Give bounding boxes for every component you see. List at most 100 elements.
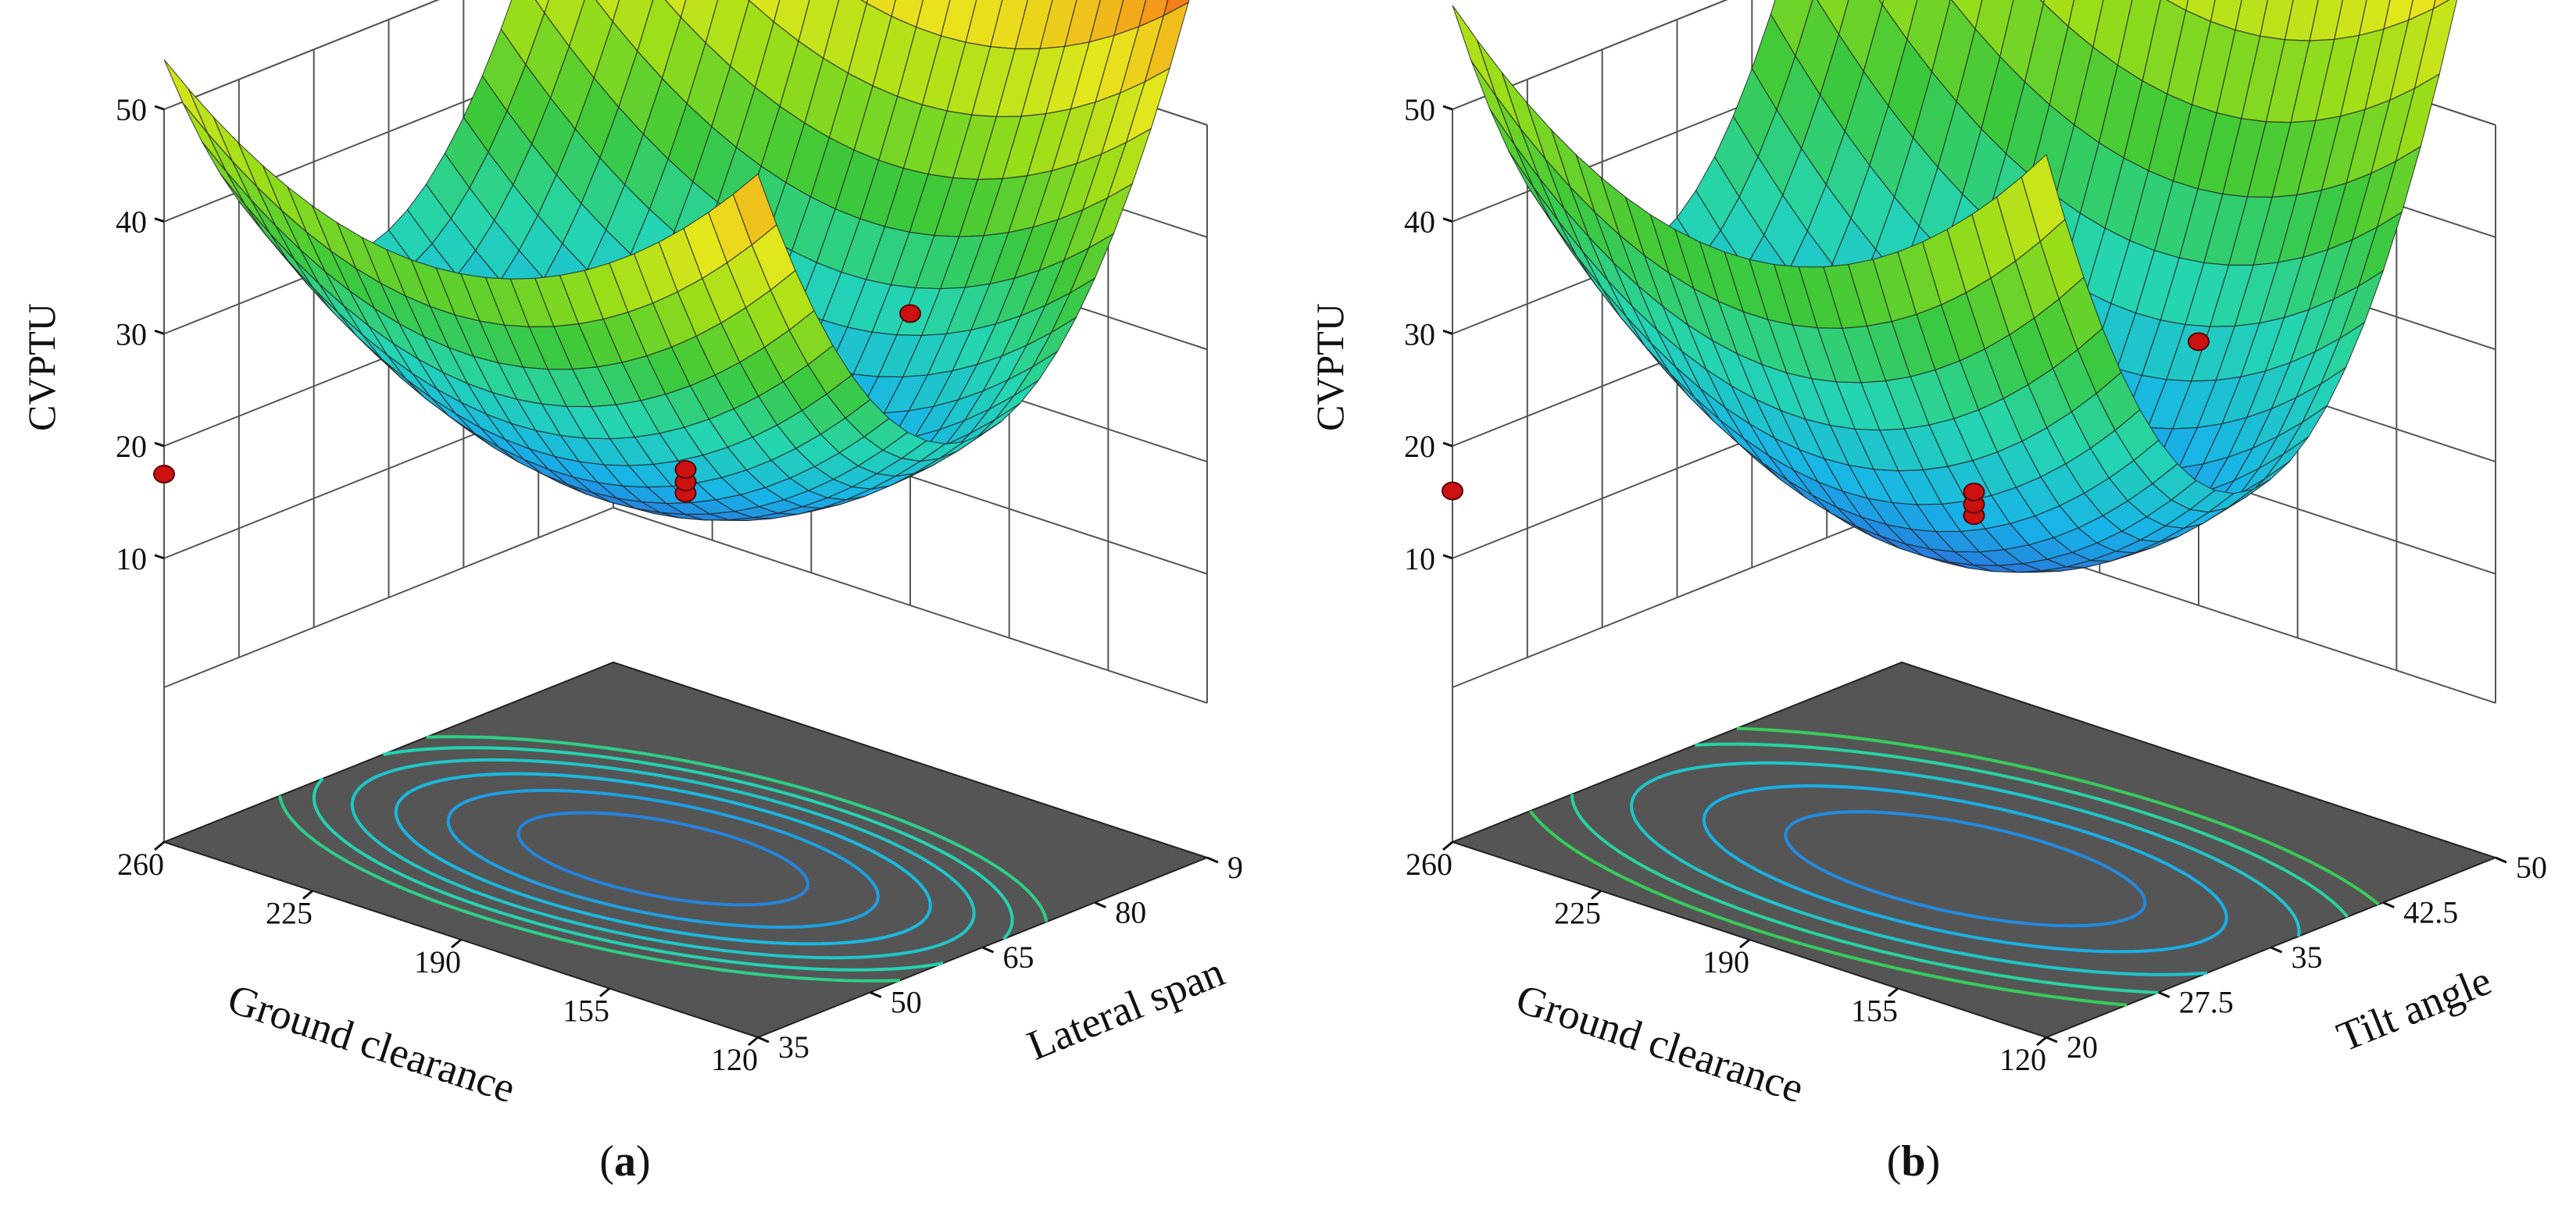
chart-a-y-tick-label: 35 xyxy=(778,1029,809,1065)
chart-a-x-axis-label: Ground clearance xyxy=(223,975,521,1111)
chart-b-x-tick-label: 120 xyxy=(1999,1042,2046,1077)
chart-b-y-tick-mark xyxy=(2382,901,2395,908)
chart-b-x-tick-mark xyxy=(2036,1036,2047,1047)
chart-b-y-tick-mark xyxy=(2270,946,2283,954)
chart-a-surface xyxy=(163,0,1190,521)
chart-b-z-tick-label: 10 xyxy=(1404,541,1435,576)
chart-b-y-tick-mark xyxy=(2158,991,2170,998)
chart-a-design-points xyxy=(153,304,921,503)
chart-a-floor-plane xyxy=(162,661,1209,1039)
chart-b-y-tick-label: 35 xyxy=(2292,940,2323,975)
chart-a-svg: 10 20 30 40 50 260 225 190 155 120 35 50 65 80 9 CVPTU… xyxy=(20,0,1243,1186)
chart-b-design-point xyxy=(1442,481,1463,501)
chart-a-z-tick-label: 20 xyxy=(116,429,147,464)
chart-b-floor xyxy=(1450,661,2498,1039)
chart-b-x-axis-label: Ground clearance xyxy=(1511,975,1810,1111)
chart-b-z-tick-label: 40 xyxy=(1404,205,1435,240)
chart-b-x-tick-label: 225 xyxy=(1554,896,1601,931)
chart-b-z-tick-mark xyxy=(1442,105,1453,111)
chart-b-y-tick-label: 27.5 xyxy=(2179,985,2234,1020)
chart-a-contour-line xyxy=(446,788,880,929)
chart-b-design-point xyxy=(2188,332,2210,351)
chart-a-contour-line xyxy=(278,735,1049,983)
chart-a-y-tick-mark xyxy=(1094,901,1106,908)
chart-a-x-tick-label: 120 xyxy=(711,1042,758,1077)
chart-a-contour-line xyxy=(394,772,932,946)
chart-b-contour-line xyxy=(1702,784,2228,954)
chart-a-x-tick-mark xyxy=(599,987,610,997)
chart-b-y-tick-mark xyxy=(2495,856,2507,864)
chart-a-contour-line xyxy=(516,811,810,907)
chart-b-z-tick-mark xyxy=(1442,441,1453,448)
chart-a-z-tick-label: 40 xyxy=(116,205,147,240)
chart-b-x-tick-mark xyxy=(1442,840,1453,851)
chart-b-design-points xyxy=(1442,332,2210,526)
chart-a-x-tick-label: 260 xyxy=(117,847,164,882)
chart-a-y-tick-label: 50 xyxy=(891,985,922,1020)
chart-b-x-tick-label: 155 xyxy=(1851,994,1898,1029)
chart-b-floor-plane xyxy=(1450,661,2498,1039)
chart-b-ticks: 10 20 30 40 50 260 225 190 155 120 20 27.5 35 42.5 50 xyxy=(1404,92,2547,1077)
chart-b-y-tick-label: 42.5 xyxy=(2403,895,2458,930)
chart-b-x-tick-mark xyxy=(1739,938,1750,949)
chart-a-ticks: 10 20 30 40 50 260 225 190 155 120 35 50 65 80 9 xyxy=(116,92,1243,1077)
chart-a-y-tick-label: 9 xyxy=(1227,850,1243,885)
chart-b-panel-label: (b) xyxy=(1887,1137,1940,1186)
chart-b-z-tick-mark xyxy=(1442,217,1453,223)
chart-b-surface-cell xyxy=(2432,0,2450,10)
chart-a-contours xyxy=(278,735,1049,983)
chart-a-z-tick-label: 50 xyxy=(116,92,147,127)
chart-panel-b: 10 20 30 40 50 260 225 190 155 120 20 27.5 35 42.5 50 … xyxy=(1288,0,2576,1202)
chart-a-y-axis-label: Lateral span xyxy=(1021,948,1231,1069)
chart-b-y-axis-label: Tilt angle xyxy=(2331,957,2498,1061)
chart-a-y-tick-mark xyxy=(870,991,882,998)
chart-a-x-tick-mark xyxy=(451,938,462,949)
chart-b-z-tick-label: 30 xyxy=(1404,316,1435,351)
chart-a-x-tick-mark xyxy=(154,840,165,851)
chart-a-z-tick-label: 10 xyxy=(116,541,147,576)
chart-a-x-tick-label: 225 xyxy=(266,896,313,931)
chart-a-z-tick-mark xyxy=(154,441,165,448)
chart-a-wall-base xyxy=(163,506,1208,704)
chart-b-contour-line xyxy=(1528,726,2380,1007)
chart-a-z-tick-mark xyxy=(154,105,165,111)
chart-a-x-tick-mark xyxy=(302,890,313,900)
chart-a-x-tick-mark xyxy=(748,1036,759,1047)
chart-a-floor xyxy=(162,661,1209,1039)
chart-b-x-tick-mark xyxy=(1888,987,1899,997)
chart-b-design-point xyxy=(1963,482,1985,501)
chart-a-design-point xyxy=(899,304,921,323)
chart-b-z-axis-label: CVPTU xyxy=(1308,303,1352,431)
chart-a-y-tick-mark xyxy=(757,1036,770,1044)
chart-b-x-tick-label: 260 xyxy=(1406,847,1452,882)
chart-b-surface-cell xyxy=(2020,153,2066,243)
chart-a-surface-cell xyxy=(163,59,209,134)
chart-a-design-point xyxy=(153,464,175,483)
chart-b-y-tick-mark xyxy=(2045,1036,2058,1044)
chart-a-z-tick-mark xyxy=(154,554,165,560)
chart-a-y-tick-label: 80 xyxy=(1115,895,1146,930)
chart-b-contour-line xyxy=(1630,761,2301,976)
chart-b-z-tick-label: 50 xyxy=(1404,92,1435,127)
chart-a-z-tick-mark xyxy=(154,217,165,223)
chart-a-y-tick-mark xyxy=(1206,856,1219,864)
chart-a-z-tick-label: 30 xyxy=(116,316,147,351)
chart-b-contour-line xyxy=(1570,742,2349,994)
chart-b-z-tick-mark xyxy=(1442,554,1453,560)
chart-a-y-tick-label: 65 xyxy=(1003,940,1034,975)
chart-b-z-tick-label: 20 xyxy=(1404,429,1435,464)
chart-b-x-tick-mark xyxy=(1591,890,1602,900)
chart-a-surface-cell xyxy=(732,173,777,246)
chart-b-y-tick-label: 50 xyxy=(2516,850,2547,885)
chart-b-z-tick-mark xyxy=(1442,329,1453,335)
chart-b-contours xyxy=(1528,726,2380,1007)
chart-a-z-axis-label: CVPTU xyxy=(20,303,63,431)
chart-panel-a: 10 20 30 40 50 260 225 190 155 120 35 50 65 80 9 CVPTU… xyxy=(0,0,1288,1202)
chart-b-x-tick-label: 190 xyxy=(1702,944,1749,979)
chart-a-z-tick-mark xyxy=(154,329,165,335)
chart-a-design-point xyxy=(674,460,697,480)
chart-a-x-tick-label: 155 xyxy=(563,994,609,1029)
chart-b-y-tick-label: 20 xyxy=(2067,1029,2098,1065)
chart-b-surface-cell xyxy=(1452,5,1497,97)
